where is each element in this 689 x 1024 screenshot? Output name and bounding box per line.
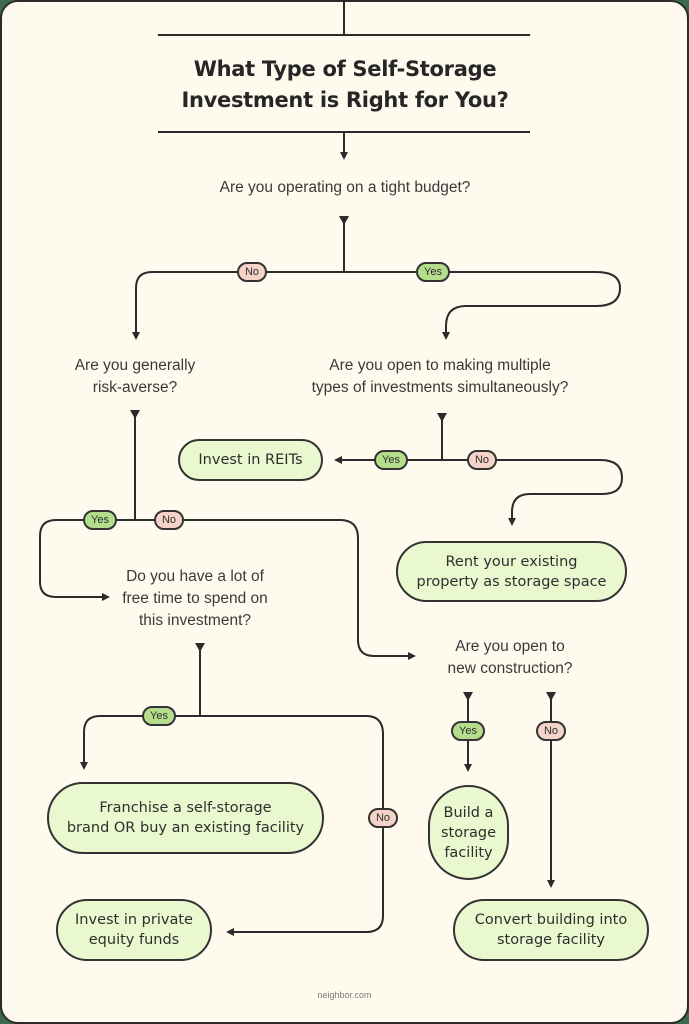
badge-no-budget: No [237,262,267,282]
question-new-construction: Are you open to new construction? [420,636,600,680]
badge-yes-construction: Yes [451,721,485,741]
badge-yes-time: Yes [142,706,176,726]
badge-yes-multiple: Yes [374,450,408,470]
badge-no-construction: No [536,721,566,741]
question-risk-line: Are you generally [74,357,196,374]
badge-yes-risk: Yes [83,510,117,530]
outcome-label: Invest in private [75,912,193,928]
outcome-label: Invest in REITs [198,452,303,468]
outcome-label: facility [444,844,493,861]
outcome-franchise-or-buy: Franchise a self-storage brand OR buy an… [47,782,324,854]
question-risk-line: risk-averse? [92,379,178,396]
outcome-label: Convert building into [474,912,628,928]
question-free-time: Do you have a lot of free time to spend … [100,566,290,632]
outcome-label: Franchise a self-storage [99,800,272,816]
badge-no-multiple: No [467,450,497,470]
badge-no-time: No [368,808,398,828]
question-multiple-line: Are you open to making multiple [329,357,551,374]
outcome-label: Rent your existing [445,553,578,570]
outcome-label: storage [440,824,497,841]
outcome-convert-building: Convert building into storage facility [453,899,649,961]
outcome-label: property as storage space [416,573,607,590]
outcome-label: Build a [443,804,494,821]
question-multiple-line: types of investments simultaneously? [311,379,569,396]
outcome-build-storage-facility: Build a storage facility [428,785,509,880]
question-risk-averse: Are you generally risk-averse? [50,355,220,399]
question-time-line: free time to spend on [122,590,268,607]
question-multiple-investments: Are you open to making multiple types of… [280,355,600,399]
question-construction-line: Are you open to [455,638,565,655]
outcome-label: brand OR buy an existing facility [66,820,305,836]
badge-yes-budget: Yes [416,262,450,282]
outcome-private-equity-funds: Invest in private equity funds [56,899,212,961]
outcome-label: storage facility [496,932,605,948]
footer-source: neighbor.com [317,990,372,1000]
outcome-label: equity funds [88,932,180,948]
question-construction-line: new construction? [447,660,573,677]
question-budget: Are you operating on a tight budget? [150,177,540,199]
page-title: What Type of Self-Storage Investment is … [181,57,509,112]
outcome-invest-in-reits: Invest in REITs [178,439,323,481]
badge-no-risk: No [154,510,184,530]
question-time-line: Do you have a lot of [126,568,264,585]
question-time-line: this investment? [139,612,251,629]
question-budget-text: Are you operating on a tight budget? [219,179,471,196]
outcome-rent-existing-property: Rent your existing property as storage s… [396,541,627,602]
